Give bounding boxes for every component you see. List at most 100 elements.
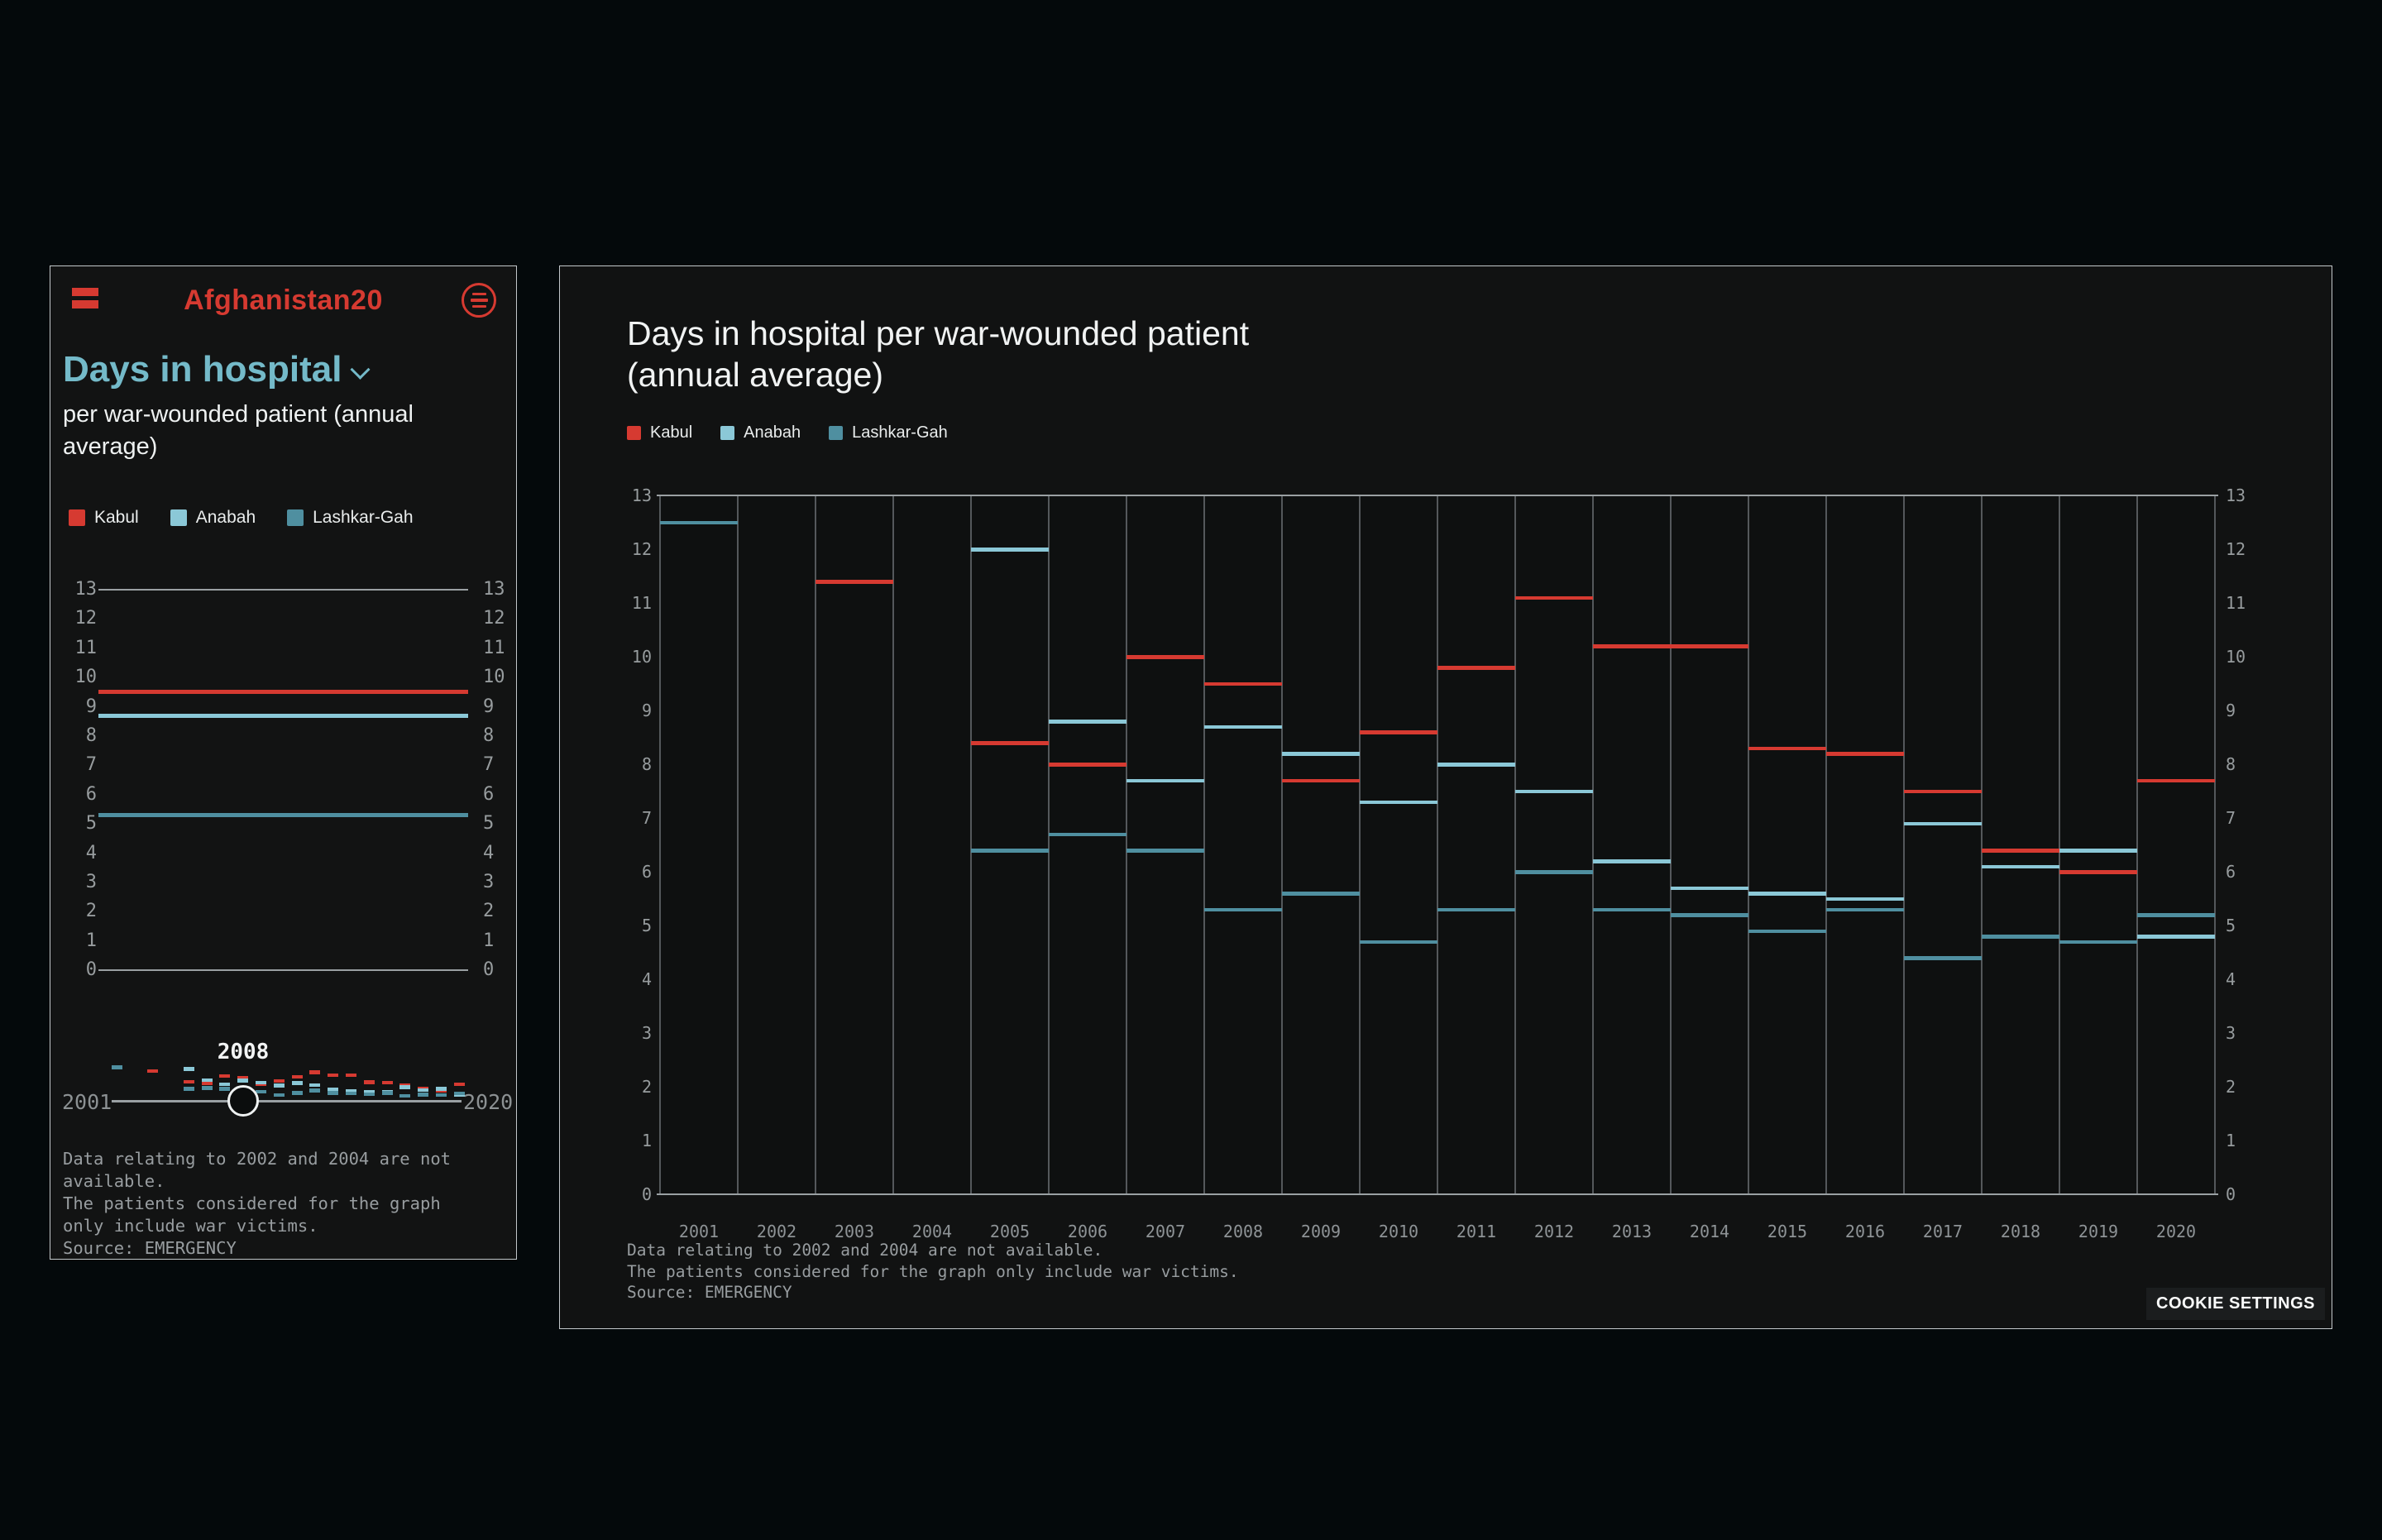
legend-swatch — [720, 426, 735, 440]
mini-y-label-right: 6 — [483, 783, 495, 805]
gridline — [2059, 495, 2060, 1194]
chart-segment — [1904, 789, 1982, 793]
minimap-dash — [219, 1087, 231, 1091]
minimap-dash — [309, 1070, 321, 1074]
minimap-dash — [147, 1069, 159, 1074]
mini-y-label-left: 4 — [85, 842, 97, 863]
mini-y-label-left: 9 — [85, 696, 97, 717]
chart-title-dropdown[interactable]: Days in hospital — [63, 349, 371, 390]
minimap-dash — [345, 1073, 356, 1078]
minimap-dash — [399, 1083, 411, 1088]
x-axis-year-label: 2010 — [1378, 1222, 1419, 1241]
brand-flag-icon[interactable] — [72, 288, 98, 311]
cookie-settings-button[interactable]: COOKIE SETTINGS — [2146, 1288, 2325, 1320]
y-axis-label-left: 9 — [641, 701, 652, 720]
timeline-end-label: 2020 — [463, 1090, 514, 1114]
chart-segment — [1126, 778, 1204, 782]
y-axis-label-left: 1 — [641, 1131, 652, 1150]
chart-segment — [1204, 682, 1282, 686]
x-axis-year-label: 2020 — [2155, 1222, 2197, 1241]
chart-segment — [971, 849, 1049, 853]
minimap-dash — [399, 1093, 411, 1098]
minimap-dash — [309, 1088, 321, 1093]
chart-segment — [1748, 892, 1826, 896]
y-axis-label-right: 9 — [2226, 701, 2236, 720]
gridline — [1670, 495, 1672, 1194]
chart-title-label: Days in hospital — [63, 349, 342, 390]
mini-y-label-left: 6 — [85, 783, 97, 805]
footnote-line: The patients considered for the graph on… — [63, 1193, 441, 1236]
chart-segment — [971, 741, 1049, 745]
y-axis-label-left: 6 — [641, 862, 652, 882]
chart-segment — [2137, 778, 2215, 782]
mini-y-label-left: 8 — [85, 725, 97, 746]
main-chart-plot-area — [657, 495, 2218, 1195]
x-axis-year-label: 2001 — [678, 1222, 720, 1241]
chart-segment — [2059, 849, 2137, 853]
chart-segment — [1126, 655, 1204, 659]
gridline — [2136, 495, 2138, 1194]
y-axis-label-right: 4 — [2226, 969, 2236, 989]
sidebar-header: Afghanistan20 — [50, 266, 516, 332]
main-title-line1: Days in hospital per war-wounded patient — [627, 314, 1250, 352]
legend-swatch — [287, 509, 304, 526]
x-axis-year-label: 2014 — [1689, 1222, 1730, 1241]
main-title-line2: (annual average) — [627, 356, 883, 395]
mini-y-label-right: 12 — [483, 608, 505, 629]
minimap-dash — [111, 1065, 122, 1069]
axis-bottom-line — [657, 1193, 2218, 1195]
chart-segment — [2137, 935, 2215, 939]
menu-icon[interactable] — [462, 283, 496, 318]
x-axis-year-label: 2008 — [1222, 1222, 1264, 1241]
y-axis-label-left: 11 — [631, 593, 652, 613]
mini-data-line — [98, 690, 468, 695]
chart-segment — [2137, 913, 2215, 917]
legend-item: Kabul — [627, 423, 692, 442]
chart-segment — [1437, 763, 1515, 767]
minimap-dash — [453, 1082, 465, 1087]
main-legend: Kabul Anabah Lashkar-Gah — [627, 423, 948, 442]
minimap-dash — [418, 1093, 429, 1097]
x-axis-year-label: 2019 — [2078, 1222, 2119, 1241]
chart-segment — [1360, 940, 1437, 944]
gridline — [1281, 495, 1283, 1194]
chart-segment — [971, 548, 1049, 552]
footnote-line: Data relating to 2002 and 2004 are not a… — [627, 1241, 1103, 1260]
chart-segment — [1049, 720, 1126, 724]
chart-segment — [1282, 752, 1360, 756]
chart-segment — [1437, 907, 1515, 911]
mini-y-label-left: 3 — [85, 872, 97, 892]
mini-y-label-right: 7 — [483, 754, 495, 776]
chart-segment — [1360, 800, 1437, 804]
y-axis-label-right: 11 — [2226, 593, 2246, 613]
minimap-dash — [201, 1086, 213, 1090]
gridline — [659, 495, 661, 1194]
y-axis-label-right: 1 — [2226, 1131, 2236, 1150]
chart-segment — [1049, 832, 1126, 836]
chart-segment — [1515, 595, 1593, 600]
brand-title: Afghanistan20 — [184, 285, 383, 316]
y-axis-label-right: 2 — [2226, 1077, 2236, 1097]
chart-segment — [1204, 907, 1282, 911]
x-axis-year-label: 2017 — [1922, 1222, 1963, 1241]
footnote-line: Source: EMERGENCY — [627, 1283, 792, 1303]
y-axis-label-right: 8 — [2226, 754, 2236, 774]
gridline — [1825, 495, 1827, 1194]
y-axis-label-left: 10 — [631, 647, 652, 667]
gridline — [2214, 495, 2216, 1194]
chart-segment — [1515, 870, 1593, 874]
gridline — [1437, 495, 1438, 1194]
timeline-track[interactable] — [112, 1100, 462, 1102]
chart-segment — [1982, 935, 2059, 939]
mini-y-label-right: 11 — [483, 637, 505, 658]
chart-segment — [1593, 859, 1671, 863]
mini-y-label-left: 1 — [85, 930, 97, 951]
legend-label: Anabah — [195, 508, 256, 527]
minimap-dash — [255, 1089, 266, 1094]
minimap-dash — [328, 1073, 339, 1078]
mini-y-label-left: 2 — [85, 901, 97, 922]
mini-y-label-right: 10 — [483, 667, 505, 688]
mini-data-line — [98, 713, 468, 718]
timeline-handle[interactable] — [227, 1085, 259, 1117]
x-axis-year-label: 2015 — [1767, 1222, 1808, 1241]
